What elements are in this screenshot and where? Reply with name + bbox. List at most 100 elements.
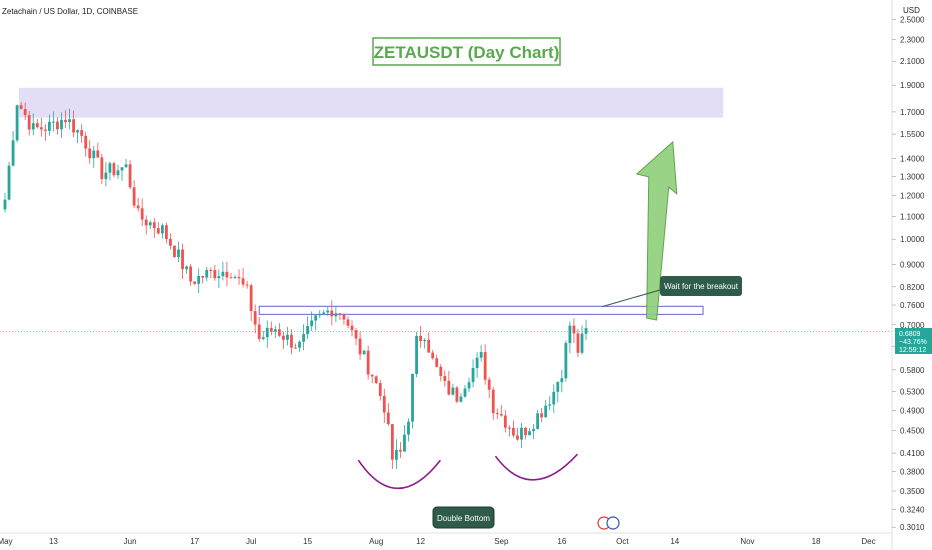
price-tick-label: 0.4500 <box>900 427 925 436</box>
candle-body <box>463 388 467 397</box>
candle-body <box>544 405 548 418</box>
time-tick-label: 17 <box>190 537 199 546</box>
candle-body <box>556 382 560 392</box>
callout-text: Wait for the breakout <box>664 282 739 291</box>
candle-body <box>366 350 370 375</box>
time-tick-label: Jul <box>246 537 256 546</box>
candle-body <box>479 352 483 358</box>
breakout-arrow <box>635 140 678 321</box>
candle-body <box>185 266 188 270</box>
candle-body <box>229 277 233 279</box>
price-axis[interactable]: 2.5000 2.3000 2.1000 1.9000 1.7000 1.5500 1.40… <box>892 15 925 532</box>
price-tick-label: 0.3010 <box>900 523 925 532</box>
time-axis[interactable]: May 13 Jun 17 Jul 15 Aug 12 Sep 16 Oct 14 Nov 18 Dec <box>0 537 876 546</box>
candle-body <box>536 413 540 429</box>
candle-body <box>104 172 108 180</box>
candle-body <box>298 341 301 348</box>
candle-body <box>201 275 205 278</box>
price-tick-label: 1.3000 <box>900 172 925 181</box>
candle-body <box>407 421 410 435</box>
price-tick-label: 0.4900 <box>900 406 925 415</box>
candle-body <box>374 376 378 384</box>
candle-body <box>269 327 273 332</box>
resistance-zone <box>19 87 724 118</box>
price-tick-label: 2.3000 <box>900 35 925 44</box>
candle-body <box>60 119 63 130</box>
candle-body <box>394 449 398 460</box>
candle-body <box>318 313 322 316</box>
candle-body <box>3 199 7 210</box>
candle-body <box>177 249 180 258</box>
price-tick-label: 2.1000 <box>900 57 925 66</box>
candle-body <box>499 414 503 416</box>
candle-body <box>225 271 229 278</box>
candle-body <box>411 374 414 422</box>
candle-body <box>507 427 511 429</box>
price-tick-label: 1.2000 <box>900 191 925 200</box>
chart-title-box <box>372 37 561 66</box>
double-bottom-curve-right <box>494 453 579 481</box>
price-tick-label: 0.7000 <box>900 321 925 330</box>
candle-body <box>148 222 152 226</box>
candle-body <box>100 157 104 180</box>
candle-body <box>19 105 23 109</box>
candle-body <box>491 389 495 414</box>
candle-body <box>47 121 51 131</box>
candle-body <box>181 249 184 270</box>
candle-body <box>160 225 164 234</box>
candle-body <box>306 326 310 335</box>
candle-body <box>72 119 75 133</box>
callout-leader-line <box>602 289 661 308</box>
economic-event-icon[interactable] <box>606 516 620 530</box>
candle-body <box>64 119 67 123</box>
candle-body <box>112 163 116 176</box>
candle-body <box>302 334 305 342</box>
time-tick-label: May <box>0 537 13 546</box>
candle-body <box>136 205 140 209</box>
candle-body <box>124 164 128 168</box>
candle-body <box>11 140 15 166</box>
candle-body <box>403 434 406 452</box>
candle-body <box>253 311 257 325</box>
price-tag-value: 0.6809 <box>899 331 921 338</box>
candle-body <box>572 325 576 334</box>
price-tick-label: 1.4000 <box>900 154 925 163</box>
candle-body <box>56 121 59 130</box>
candle-body <box>475 357 479 368</box>
candle-body <box>265 327 269 338</box>
candle-body <box>245 284 249 286</box>
candle-body <box>399 449 402 452</box>
time-tick-label: Oct <box>616 537 629 546</box>
price-tag <box>895 328 932 354</box>
candle-body <box>197 275 201 284</box>
time-tick-label: 14 <box>670 537 679 546</box>
candle-body <box>548 404 552 406</box>
candle-body <box>169 238 172 246</box>
candle-body <box>532 428 535 432</box>
price-tag-change: −43.76% <box>899 339 927 346</box>
candle-body <box>584 328 588 334</box>
candle-body <box>342 314 346 320</box>
price-tick-label: 0.5800 <box>900 366 925 375</box>
time-tick-label: 18 <box>812 537 821 546</box>
candle-body <box>132 187 136 206</box>
candle-body <box>552 391 556 405</box>
candle-body <box>23 108 27 116</box>
candle-body <box>27 115 31 130</box>
candle-body <box>338 313 342 315</box>
time-tick-label: Dec <box>861 537 875 546</box>
price-tick-label: 2.5000 <box>900 15 925 24</box>
time-tick-label: Nov <box>740 537 754 546</box>
candle-body <box>354 330 358 339</box>
candle-body <box>330 310 334 317</box>
candle-body <box>68 119 71 123</box>
candle-body <box>209 269 213 271</box>
candle-body <box>193 281 197 284</box>
candle-body <box>483 352 487 380</box>
candle-body <box>447 380 451 395</box>
double-bottom-curve-left <box>357 459 442 489</box>
candle-body <box>443 375 447 381</box>
candle-body <box>435 358 439 367</box>
